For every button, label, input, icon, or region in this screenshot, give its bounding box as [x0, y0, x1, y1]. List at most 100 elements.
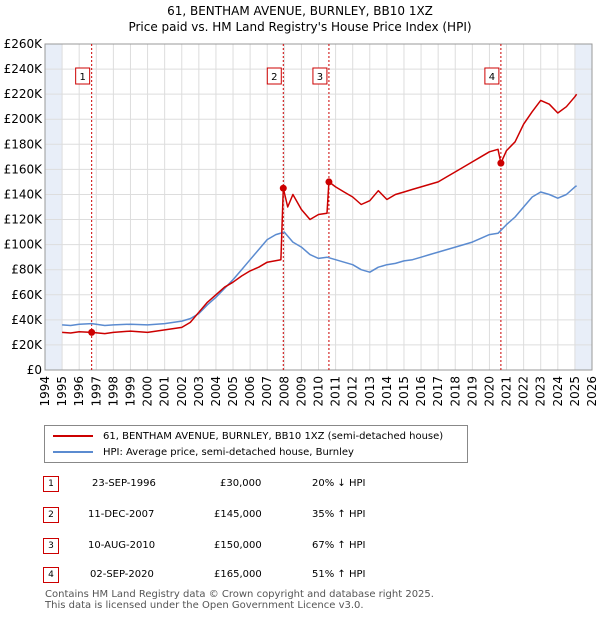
x-tick-label: 2012	[346, 376, 360, 407]
y-tick-label: £60K	[11, 288, 43, 302]
y-tick-label: £160K	[4, 162, 44, 176]
transaction-price: £165,000	[214, 569, 262, 580]
x-tick-label: 2010	[312, 376, 326, 407]
x-tick-label: 2002	[175, 376, 189, 407]
transaction-row-1: 1 23-SEP-1996 £30,000 20% ↓ HPI	[0, 476, 600, 494]
transaction-badge: 4	[43, 567, 59, 583]
x-tick-label: 2015	[397, 376, 411, 407]
transaction-hpi: 51% ↑ HPI	[312, 569, 366, 580]
transaction-hpi: 67% ↑ HPI	[312, 540, 366, 551]
transaction-label-frame	[312, 67, 328, 85]
hpi-line	[62, 185, 578, 327]
y-tick-label: £260K	[4, 37, 44, 51]
transaction-date: 11-DEC-2007	[88, 509, 155, 520]
transaction-point	[325, 178, 333, 186]
transaction-price: £30,000	[220, 478, 262, 489]
x-tick-label: 1997	[89, 376, 103, 407]
x-tick-label: 2019	[465, 376, 479, 407]
plot-border	[44, 43, 593, 371]
x-tick-label: 2009	[294, 376, 308, 407]
transaction-row-4: 4 02-SEP-2020 £165,000 51% ↑ HPI	[0, 567, 600, 585]
legend-label-price: 61, BENTHAM AVENUE, BURNLEY, BB10 1XZ (s…	[103, 430, 444, 442]
transaction-price: £150,000	[214, 540, 262, 551]
transaction-label-number: 2	[271, 72, 277, 83]
footer-copyright: Contains HM Land Registry data © Crown c…	[45, 589, 434, 600]
x-tick-label: 2013	[363, 376, 377, 407]
x-tick-label: 1994	[38, 376, 52, 407]
legend-item-hpi: HPI: Average price, semi-detached house,…	[53, 444, 354, 460]
transaction-badge: 1	[43, 476, 59, 492]
x-tick-label: 2020	[482, 376, 496, 407]
x-tick-label: 2018	[448, 376, 462, 407]
price-chart: £0 £20K £40K £60K £80K £100K £120K £140K £160K £1…	[4, 37, 599, 407]
transaction-label-box: 3	[312, 67, 328, 85]
x-tick-label: 2000	[141, 376, 155, 407]
x-tick-label: 1999	[123, 376, 137, 407]
y-tick-label: £0	[27, 363, 42, 377]
transaction-label-frame	[75, 67, 91, 85]
x-tick-label: 2005	[226, 376, 240, 407]
transaction-point	[279, 184, 287, 192]
y-tick-label: £120K	[4, 213, 44, 227]
footer: Contains HM Land Registry data © Crown c…	[45, 589, 434, 611]
transaction-row-2: 2 11-DEC-2007 £145,000 35% ↑ HPI	[0, 507, 600, 525]
chart-title: 61, BENTHAM AVENUE, BURNLEY, BB10 1XZ	[167, 4, 433, 18]
legend-swatch-price	[53, 435, 93, 437]
x-tick-label: 2025	[568, 376, 582, 407]
y-tick-label: £240K	[4, 62, 44, 76]
x-tick-label: 2023	[534, 376, 548, 407]
transaction-label-frame	[266, 67, 282, 85]
y-tick-label: £140K	[4, 187, 44, 201]
transaction-hpi: 20% ↓ HPI	[312, 478, 366, 489]
x-tick-label: 2022	[517, 376, 531, 407]
x-tick-label: 2021	[500, 376, 514, 407]
transaction-label-number: 3	[317, 72, 323, 83]
x-tick-label: 1998	[106, 376, 120, 407]
transaction-row-3: 3 10-AUG-2010 £150,000 67% ↑ HPI	[0, 538, 600, 556]
transaction-price: £145,000	[214, 509, 262, 520]
transaction-date: 02-SEP-2020	[90, 569, 154, 580]
x-tick-label: 2016	[414, 376, 428, 407]
y-tick-label: £220K	[4, 87, 44, 101]
x-tick-label: 2026	[585, 376, 599, 407]
x-tick-label: 2001	[158, 376, 172, 407]
shaded-range-2	[574, 44, 592, 370]
y-tick-label: £40K	[11, 313, 43, 327]
transaction-badge: 2	[43, 507, 59, 523]
x-tick-label: 2014	[380, 376, 394, 407]
y-tick-label: £80K	[11, 263, 43, 277]
legend-item-price: 61, BENTHAM AVENUE, BURNLEY, BB10 1XZ (s…	[53, 428, 443, 444]
transaction-label-box: 2	[266, 67, 282, 85]
x-tick-label: 2011	[329, 376, 343, 407]
shaded-range-1	[45, 44, 63, 370]
legend: 61, BENTHAM AVENUE, BURNLEY, BB10 1XZ (s…	[44, 425, 468, 463]
chart-subtitle: Price paid vs. HM Land Registry's House …	[128, 20, 472, 34]
x-tick-label: 2004	[209, 376, 223, 407]
transaction-label-number: 4	[489, 72, 495, 83]
transaction-label-frame	[484, 67, 500, 85]
x-tick-label: 2007	[260, 376, 274, 407]
x-tick-label: 2003	[192, 376, 206, 407]
x-tick-label: 2017	[431, 376, 445, 407]
transaction-point	[88, 328, 96, 336]
transaction-badge: 3	[43, 538, 59, 554]
transaction-point	[497, 159, 505, 167]
transaction-date: 23-SEP-1996	[92, 478, 156, 489]
footer-license: This data is licensed under the Open Gov…	[45, 600, 364, 611]
transaction-hpi: 35% ↑ HPI	[312, 509, 366, 520]
y-tick-label: £200K	[4, 112, 44, 126]
y-tick-label: £100K	[4, 238, 44, 252]
x-tick-label: 2008	[277, 376, 291, 407]
x-tick-label: 1995	[55, 376, 69, 407]
x-tick-label: 2024	[551, 376, 565, 407]
transaction-label-box: 1	[75, 67, 91, 85]
x-tick-label: 1996	[72, 376, 86, 407]
y-tick-label: £20K	[11, 338, 43, 352]
transaction-label-box: 4	[484, 67, 500, 85]
transaction-label-number: 1	[79, 72, 85, 83]
legend-swatch-hpi	[53, 451, 93, 453]
transaction-date: 10-AUG-2010	[88, 540, 156, 551]
x-tick-label: 2006	[243, 376, 257, 407]
y-tick-label: £180K	[4, 137, 44, 151]
legend-label-hpi: HPI: Average price, semi-detached house,…	[103, 446, 354, 458]
